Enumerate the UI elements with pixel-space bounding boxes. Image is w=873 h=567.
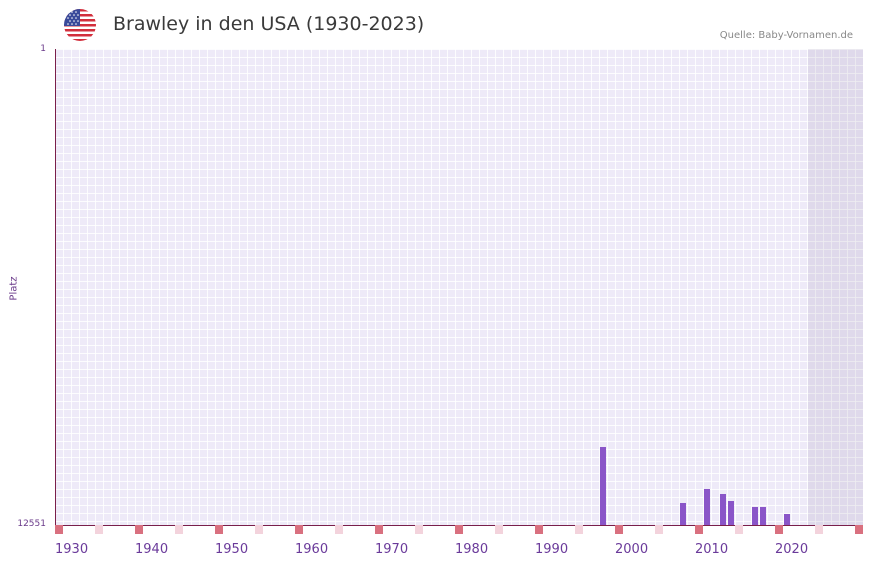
half-decade-marker (335, 525, 343, 534)
source-credit: Quelle: Baby-Vornamen.de (719, 30, 853, 41)
half-decade-marker (575, 525, 583, 534)
x-tick-2020: 2020 (775, 542, 809, 557)
decade-marker (455, 525, 463, 534)
chart-title: Brawley in den USA (1930-2023) (113, 13, 425, 35)
x-tick-1950: 1950 (215, 542, 249, 557)
bar-2012[interactable] (720, 494, 726, 525)
half-decade-marker (495, 525, 503, 534)
decade-marker (375, 525, 383, 534)
x-tick-2000: 2000 (615, 542, 649, 557)
chart-header: Brawley in den USA (1930-2023) Quelle: B… (0, 0, 873, 50)
bar-1997[interactable] (600, 447, 606, 525)
half-decade-marker (255, 525, 263, 534)
half-decade-marker (175, 525, 183, 534)
x-tick-1990: 1990 (535, 542, 569, 557)
decade-marker (615, 525, 623, 534)
decade-marker (855, 525, 863, 534)
bar-2020[interactable] (784, 514, 790, 525)
decade-marker (135, 525, 143, 534)
bar-2017[interactable] (760, 507, 766, 525)
x-tick-1980: 1980 (455, 542, 489, 557)
half-decade-marker (815, 525, 823, 534)
x-tick-1940: 1940 (135, 542, 169, 557)
y-axis-line (55, 49, 56, 526)
decade-marker (535, 525, 543, 534)
bar-2007[interactable] (680, 503, 686, 525)
bar-2010[interactable] (704, 489, 710, 525)
half-decade-marker (95, 525, 103, 534)
decade-marker (695, 525, 703, 534)
x-tick-1930: 1930 (55, 542, 89, 557)
plot-area (55, 49, 863, 525)
half-decade-marker (655, 525, 663, 534)
bar-2013[interactable] (728, 501, 734, 525)
y-tick-bottom: 12551 (17, 519, 46, 529)
decade-marker (295, 525, 303, 534)
y-axis-label: Platz (8, 276, 20, 301)
half-decade-marker (415, 525, 423, 534)
x-tick-2010: 2010 (695, 542, 729, 557)
bar-2016[interactable] (752, 507, 758, 525)
half-decade-marker (735, 525, 743, 534)
y-tick-top: 1 (40, 44, 46, 54)
shaded-future-region (808, 49, 863, 525)
x-tick-1970: 1970 (375, 542, 409, 557)
decade-marker (55, 525, 63, 534)
decade-marker (775, 525, 783, 534)
decade-marker (215, 525, 223, 534)
usa-flag-icon (64, 9, 96, 41)
x-tick-1960: 1960 (295, 542, 329, 557)
